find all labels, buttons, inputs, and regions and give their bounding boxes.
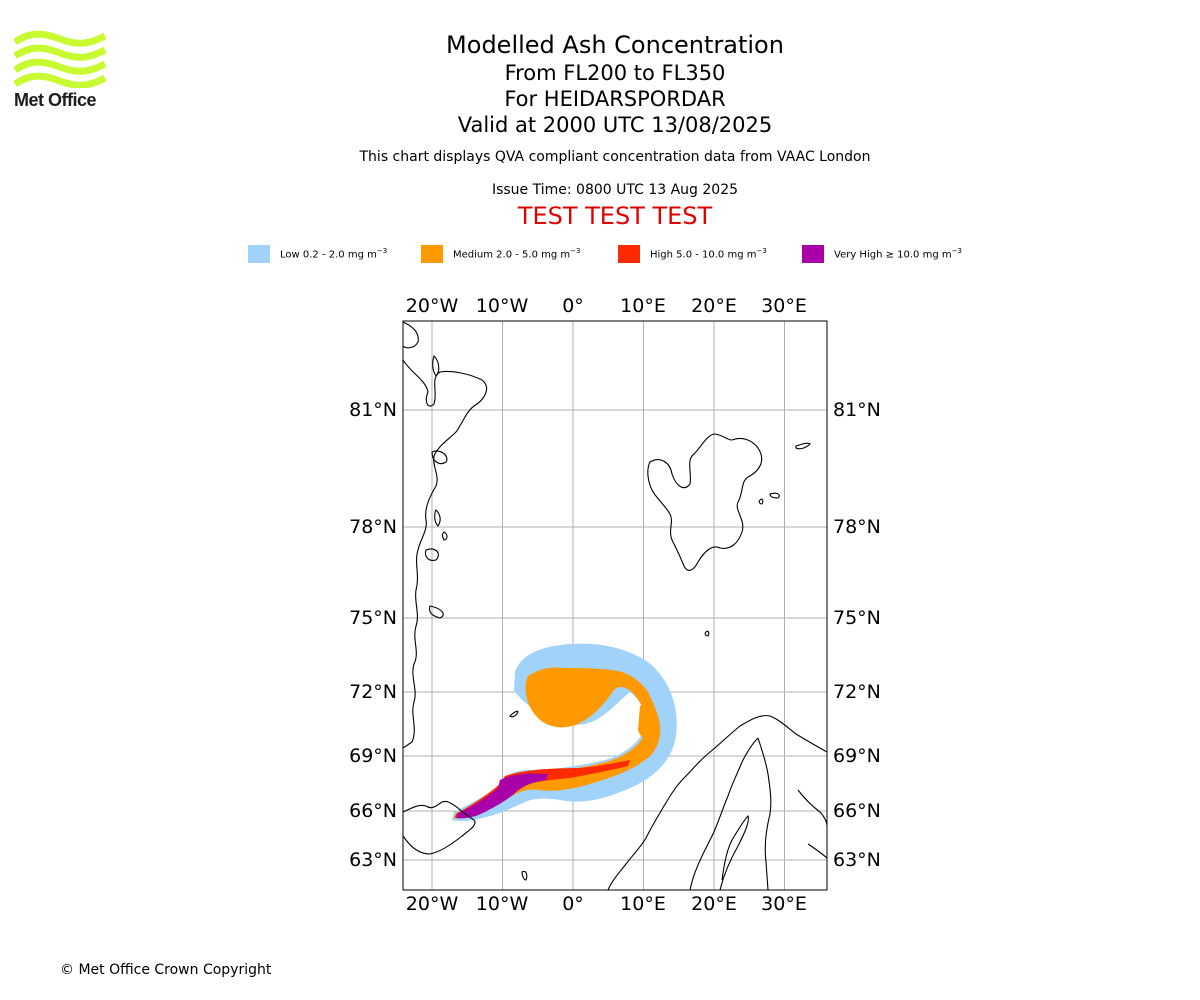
logo-text: Met Office (14, 90, 97, 110)
lon-label-bottom: 10°E (620, 893, 666, 915)
lat-label-right: 63°N (833, 849, 881, 871)
valid-time: Valid at 2000 UTC 13/08/2025 (457, 113, 773, 137)
lon-label-top: 20°W (406, 295, 459, 317)
legend-label-low: Low 0.2 - 2.0 mg m−3 (280, 247, 388, 261)
lon-label-bottom: 20°E (691, 893, 737, 915)
lat-label-right: 75°N (833, 607, 881, 629)
ash-plume (452, 643, 677, 822)
ash-medium-spur (638, 704, 656, 739)
greenland-inlet-4 (424, 548, 439, 561)
concentration-legend: Low 0.2 - 2.0 mg m−3 Medium 2.0 - 5.0 mg… (0, 244, 1200, 264)
svalbard-kong-karl (769, 492, 780, 499)
lon-label-bottom: 30°E (761, 893, 807, 915)
lat-label-left: 69°N (349, 745, 397, 767)
lon-label-bottom: 0° (562, 893, 584, 915)
legend-item-low: Low 0.2 - 2.0 mg m−3 (248, 244, 387, 264)
scandinavia-coast (607, 715, 827, 890)
legend-item-high: High 5.0 - 10.0 mg m−3 (618, 244, 767, 264)
legend-swatch-medium (421, 245, 443, 263)
greenland-inlet-5 (428, 605, 444, 619)
lon-label-top: 30°E (761, 295, 807, 317)
kola-white-sea-coast (797, 789, 827, 859)
lon-label-top: 10°E (620, 295, 666, 317)
coastlines (403, 321, 827, 890)
axis-labels: 20°W 10°W 0° 10°E 20°E 30°E 20°W 10°W 0°… (349, 295, 881, 915)
compliance-note: This chart displays QVA compliant concen… (359, 149, 871, 165)
page-title: Modelled Ash Concentration (446, 31, 784, 59)
legend-label-high: High 5.0 - 10.0 mg m−3 (650, 247, 767, 261)
legend-swatch-very-high (802, 245, 824, 263)
greenland-inlet-2 (431, 450, 448, 465)
svalbard-nordaustlandet (795, 442, 811, 450)
legend-label-medium: Medium 2.0 - 5.0 mg m−3 (453, 247, 581, 261)
lat-label-left: 66°N (349, 800, 397, 822)
flight-level-range: From FL200 to FL350 (504, 61, 726, 85)
lon-label-bottom: 10°W (476, 893, 529, 915)
map-frame (402, 320, 828, 891)
svalbard-coast (647, 433, 763, 571)
sweden-norway-border (689, 737, 759, 890)
finland-border (757, 737, 772, 890)
lat-label-right: 72°N (833, 681, 881, 703)
iceland-coast (403, 800, 476, 855)
met-office-wave-icon (14, 30, 106, 88)
jan-mayen-island (509, 710, 519, 718)
legend-swatch-high (618, 245, 640, 263)
lon-label-top: 20°E (691, 295, 737, 317)
lat-label-right: 69°N (833, 745, 881, 767)
shetland-islands (521, 870, 528, 881)
volcano-name: For HEIDARSPORDAR (504, 87, 726, 111)
copyright-notice: © Met Office Crown Copyright (60, 962, 272, 978)
graticule (403, 321, 827, 890)
gulf-of-bothnia (719, 814, 749, 890)
lat-label-right: 78°N (833, 516, 881, 538)
lon-label-bottom: 20°W (406, 893, 459, 915)
lat-label-left: 63°N (349, 849, 397, 871)
lon-label-top: 0° (562, 295, 584, 317)
bear-island (704, 630, 710, 637)
issue-time: Issue Time: 0800 UTC 13 Aug 2025 (491, 182, 739, 198)
lat-label-left: 72°N (349, 681, 397, 703)
ash-medium-region (454, 667, 661, 819)
ash-very-high-region (456, 773, 548, 819)
lon-label-top: 10°W (476, 295, 529, 317)
lat-label-left: 78°N (349, 516, 397, 538)
svalbard-islet (758, 498, 764, 505)
lat-label-right: 81°N (833, 399, 881, 421)
legend-item-very-high: Very High ≥ 10.0 mg m−3 (802, 244, 962, 264)
greenland-inlet-6 (441, 531, 448, 541)
lat-label-left: 81°N (349, 399, 397, 421)
test-banner: TEST TEST TEST (517, 202, 713, 230)
met-office-logo: Met Office (14, 30, 110, 112)
legend-label-very-high: Very High ≥ 10.0 mg m−3 (834, 247, 962, 261)
greenland-coast (403, 321, 488, 749)
chart-titles: Modelled Ash Concentration From FL200 to… (0, 30, 1200, 230)
legend-swatch-low (248, 245, 270, 263)
lat-label-left: 75°N (349, 607, 397, 629)
greenland-inlet-3 (434, 509, 441, 527)
lat-label-right: 66°N (833, 800, 881, 822)
ash-high-region (455, 760, 630, 818)
greenland-inlet-1 (432, 354, 440, 377)
legend-item-medium: Medium 2.0 - 5.0 mg m−3 (421, 244, 580, 264)
